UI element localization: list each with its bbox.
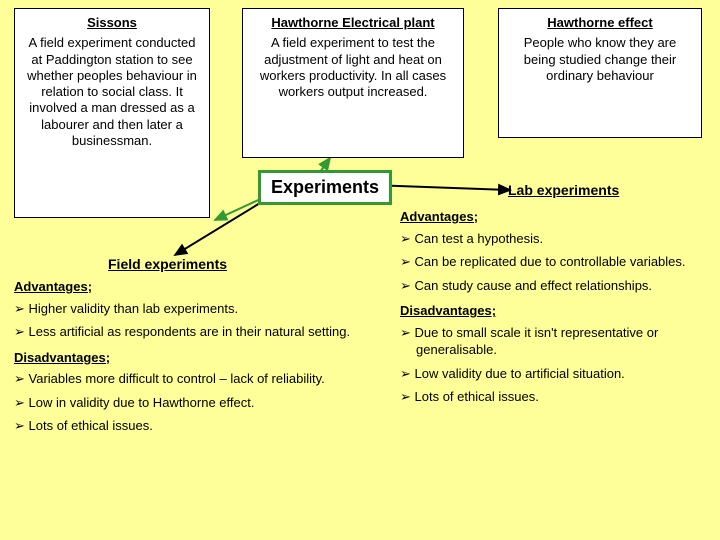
lab-advantage-item: Can study cause and effect relationships… <box>400 277 710 295</box>
hawthorne-plant-box: Hawthorne Electrical plant A field exper… <box>242 8 464 158</box>
hawthorne-effect-title: Hawthorne effect <box>507 15 693 31</box>
field-experiments-title: Field experiments <box>108 256 227 272</box>
field-advantage-item: Higher validity than lab experiments. <box>14 300 384 318</box>
field-disadvantages-header: Disadvantages; <box>14 349 384 367</box>
field-disadvantages-list: Variables more difficult to control – la… <box>14 370 384 435</box>
field-disadvantage-item: Low in validity due to Hawthorne effect. <box>14 394 384 412</box>
sissons-box: Sissons A field experiment conducted at … <box>14 8 210 218</box>
hawthorne-plant-body: A field experiment to test the adjustmen… <box>260 35 446 99</box>
lab-disadvantages-list: Due to small scale it isn't representati… <box>400 324 710 406</box>
field-disadvantage-item: Variables more difficult to control – la… <box>14 370 384 388</box>
field-experiments-title-text: Field experiments <box>108 256 227 272</box>
field-advantage-item: Less artificial as respondents are in th… <box>14 323 384 341</box>
lab-advantages-header: Advantages; <box>400 208 710 226</box>
field-experiments-section: Advantages; Higher validity than lab exp… <box>14 278 384 441</box>
hawthorne-plant-title: Hawthorne Electrical plant <box>251 15 455 31</box>
experiments-label: Experiments <box>258 170 392 205</box>
lab-experiments-title: Lab experiments <box>508 182 619 198</box>
lab-disadvantage-item: Low validity due to artificial situation… <box>400 365 710 383</box>
experiments-label-text: Experiments <box>271 177 379 197</box>
hawthorne-effect-body: People who know they are being studied c… <box>524 35 677 83</box>
lab-disadvantage-item: Lots of ethical issues. <box>400 388 710 406</box>
lab-advantages-list: Can test a hypothesis. Can be replicated … <box>400 230 710 295</box>
sissons-body: A field experiment conducted at Paddingt… <box>27 35 197 148</box>
lab-experiments-section: Advantages; Can test a hypothesis. Can be… <box>400 208 710 412</box>
field-disadvantage-item: Lots of ethical issues. <box>14 417 384 435</box>
hawthorne-effect-box: Hawthorne effect People who know they ar… <box>498 8 702 138</box>
lab-advantage-item: Can test a hypothesis. <box>400 230 710 248</box>
lab-disadvantage-item: Due to small scale it isn't representati… <box>400 324 710 359</box>
lab-advantage-item: Can be replicated due to controllable va… <box>400 253 710 271</box>
lab-experiments-title-text: Lab experiments <box>508 182 619 198</box>
field-advantages-header: Advantages; <box>14 278 384 296</box>
field-advantages-list: Higher validity than lab experiments. Les… <box>14 300 384 341</box>
lab-disadvantages-header: Disadvantages; <box>400 302 710 320</box>
sissons-title: Sissons <box>23 15 201 31</box>
